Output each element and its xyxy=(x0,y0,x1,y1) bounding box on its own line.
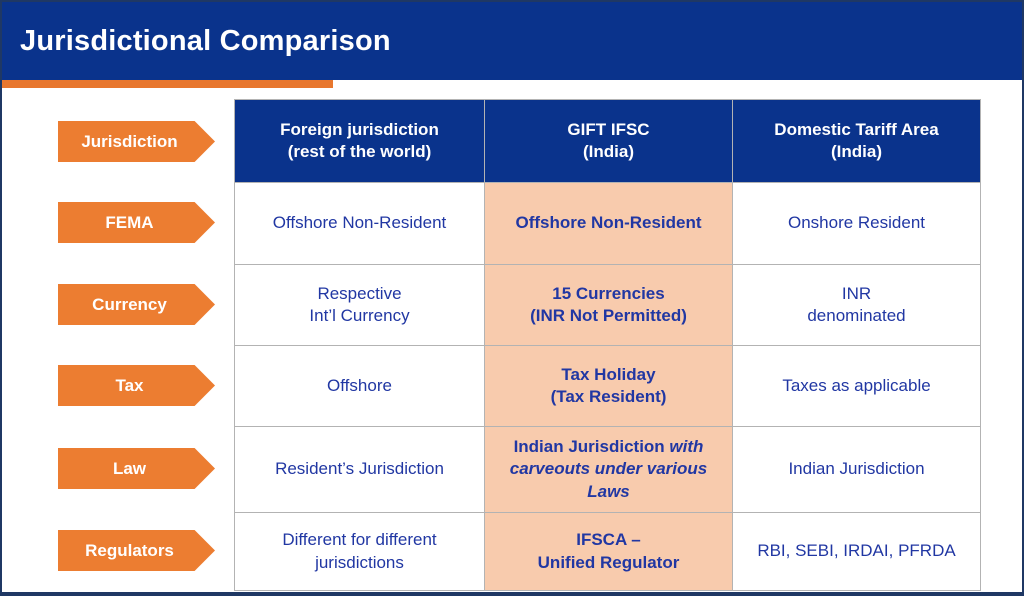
title-underline xyxy=(2,80,333,88)
row-label-text: Tax xyxy=(115,375,144,395)
column-header-domestic-tariff-area: Domestic Tariff Area (India) xyxy=(733,100,980,182)
page-title: Jurisdictional Comparison xyxy=(20,24,391,57)
row-label-tax: Tax xyxy=(58,365,215,406)
cell-tax-foreign: Offshore xyxy=(235,346,484,426)
row-label-law: Law xyxy=(58,448,215,489)
cell-currency-domestic: INR denominated xyxy=(733,265,980,345)
cell-law-foreign: Resident’s Jurisdiction xyxy=(235,427,484,512)
cell-law-gift-text: Indian Jurisdiction with carveouts under… xyxy=(495,436,722,502)
cell-tax-domestic: Taxes as applicable xyxy=(733,346,980,426)
row-label-currency: Currency xyxy=(58,284,215,325)
row-label-text: Law xyxy=(112,458,147,478)
cell-law-gift: Indian Jurisdiction with carveouts under… xyxy=(485,427,732,512)
cell-currency-gift: 15 Currencies (INR Not Permitted) xyxy=(485,265,732,345)
cell-currency-foreign: Respective Int’l Currency xyxy=(235,265,484,345)
cell-fema-foreign: Offshore Non-Resident xyxy=(235,183,484,264)
row-label-fema: FEMA xyxy=(58,202,215,243)
cell-fema-gift: Offshore Non-Resident xyxy=(485,183,732,264)
column-header-gift-ifsc: GIFT IFSC (India) xyxy=(485,100,732,182)
row-label-text: Currency xyxy=(92,294,167,314)
comparison-table: Foreign jurisdiction (rest of the world)… xyxy=(234,99,981,591)
column-header-foreign-jurisdiction: Foreign jurisdiction (rest of the world) xyxy=(235,100,484,182)
cell-fema-domestic: Onshore Resident xyxy=(733,183,980,264)
row-label-regulators: Regulators xyxy=(58,530,215,571)
row-label-text: FEMA xyxy=(105,212,154,232)
cell-law-domestic: Indian Jurisdiction xyxy=(733,427,980,512)
cell-regulators-gift: IFSCA – Unified Regulator xyxy=(485,513,732,590)
row-label-text: Regulators xyxy=(85,540,174,560)
cell-law-gift-normal: Indian Jurisdiction xyxy=(513,437,670,457)
cell-regulators-domestic: RBI, SEBI, IRDAI, PFRDA xyxy=(733,513,980,590)
title-bar: Jurisdictional Comparison xyxy=(2,2,1022,80)
cell-regulators-foreign: Different for different jurisdictions xyxy=(235,513,484,590)
row-label-text: Jurisdiction xyxy=(81,131,178,151)
cell-tax-gift: Tax Holiday (Tax Resident) xyxy=(485,346,732,426)
cell-law-gift-italic: with carveouts under various Laws xyxy=(509,437,708,501)
row-label-jurisdiction: Jurisdiction xyxy=(58,121,215,162)
